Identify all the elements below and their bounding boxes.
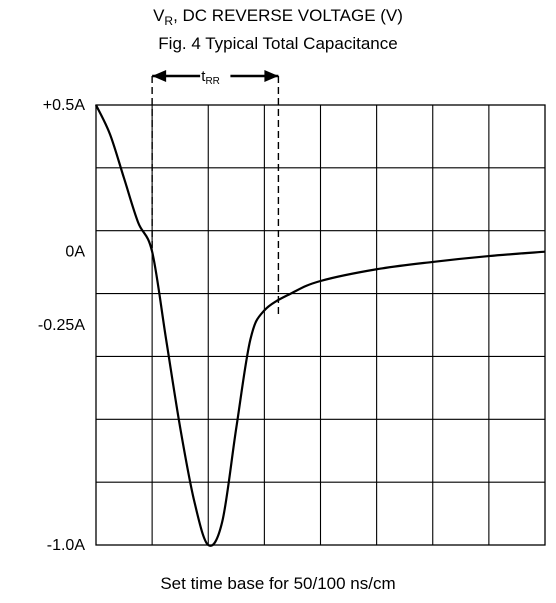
voltage-axis-prefix: V <box>153 6 165 25</box>
voltage-axis-title: VR, DC REVERSE VOLTAGE (V) <box>0 6 556 28</box>
y-tick-label: -0.25A <box>38 317 85 334</box>
chart-grid <box>95 104 546 546</box>
y-tick-label: 0A <box>65 244 85 261</box>
y-tick-label: -1.0A <box>47 537 86 554</box>
current-waveform <box>95 104 546 547</box>
trr-annotation: tRR <box>151 68 280 317</box>
voltage-axis-subscript: R <box>164 14 174 28</box>
trr-label-subscript: RR <box>205 76 219 87</box>
y-tick-labels: +0.5A 0A -0.25A -1.0A <box>38 97 85 554</box>
trr-arrow-right-head <box>264 70 279 82</box>
series-line <box>95 104 546 547</box>
trr-arrow-left-head <box>152 70 167 82</box>
y-tick-label: +0.5A <box>43 97 86 114</box>
trr-label-main: t <box>201 68 206 85</box>
figure-caption: Fig. 4 Typical Total Capacitance <box>158 34 398 53</box>
voltage-axis-rest: , DC REVERSE VOLTAGE (V) <box>173 6 403 25</box>
trr-label: tRR <box>201 68 220 87</box>
x-axis-label: Set time base for 50/100 ns/cm <box>160 574 396 593</box>
